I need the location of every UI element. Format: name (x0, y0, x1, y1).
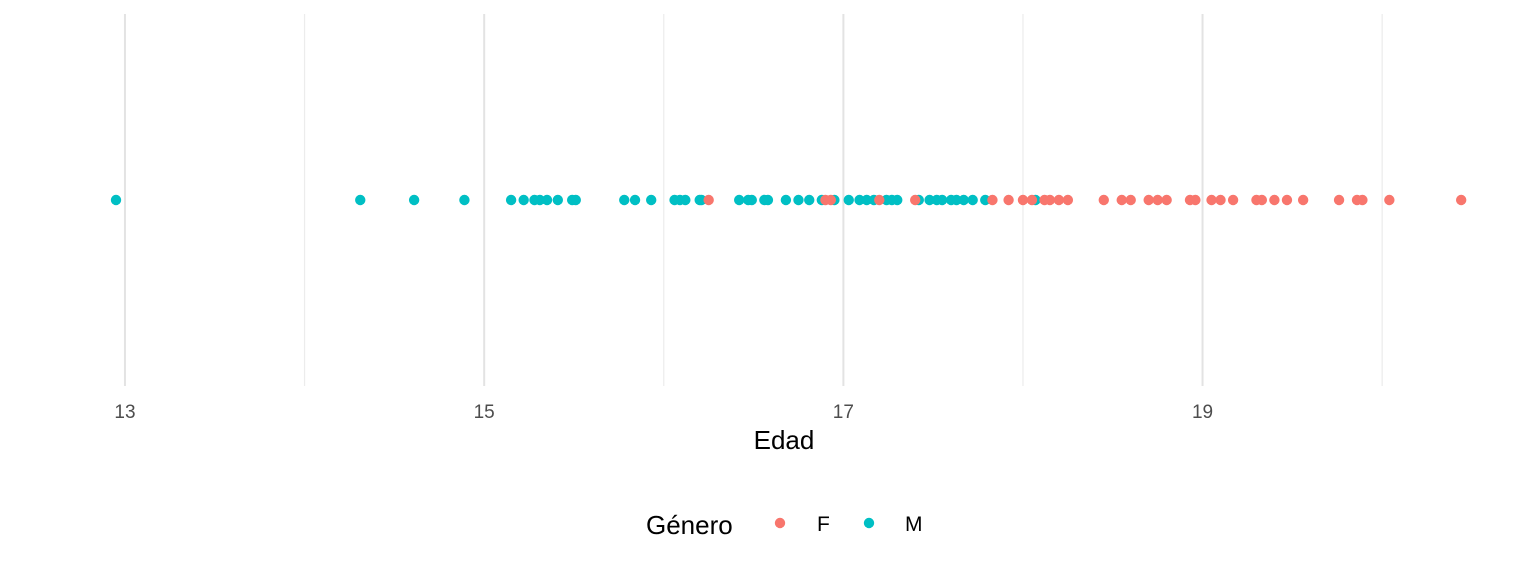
data-point-f (1143, 194, 1154, 206)
legend-label-f: F (817, 513, 830, 536)
data-point-f (1215, 194, 1226, 206)
data-point-m (980, 194, 991, 206)
data-point-f (1455, 194, 1467, 206)
data-point-f (1152, 194, 1163, 206)
x-axis-title: Edad (754, 425, 815, 455)
data-point-m (843, 194, 854, 206)
data-point-m (505, 194, 517, 206)
data-point-f (910, 194, 921, 206)
data-point-m (646, 194, 657, 206)
legend-key-m (863, 517, 875, 529)
data-point-m (861, 194, 872, 206)
data-point-m (734, 194, 745, 206)
data-point-f (1161, 194, 1172, 206)
data-point-f (987, 194, 998, 206)
data-point-f (1098, 194, 1109, 206)
data-point-f (1269, 194, 1280, 206)
legend-title: Género (646, 510, 733, 540)
data-point-f (1125, 194, 1136, 206)
data-point-m (762, 194, 774, 206)
data-point-f (825, 194, 836, 206)
data-point-m (793, 194, 804, 206)
data-point-m (924, 194, 935, 206)
grid-lines (123, 14, 1383, 386)
data-point-m (110, 194, 122, 206)
data-point-m (958, 194, 969, 206)
data-point-m (967, 194, 978, 206)
data-point-f (1256, 194, 1268, 206)
x-axis-tick-labels: 13 15 17 19 (114, 402, 1213, 423)
legend-label-m: M (905, 513, 923, 536)
data-point-f (1062, 194, 1074, 206)
data-point-f (874, 194, 885, 206)
data-point-f (1026, 194, 1038, 206)
data-point-f (1053, 194, 1065, 206)
data-point-m (804, 194, 815, 206)
x-tick-label: 17 (833, 402, 854, 423)
data-point-f (1227, 194, 1239, 206)
data-point-m (854, 194, 865, 206)
data-point-m (629, 194, 641, 206)
data-point-f (703, 194, 714, 206)
data-point-f (1116, 194, 1127, 206)
data-point-m (936, 194, 948, 206)
data-point-m (696, 194, 707, 206)
data-point-m (459, 194, 470, 206)
data-point-m (541, 194, 553, 206)
data-point-f (1206, 194, 1217, 206)
legend-key-f (774, 517, 786, 529)
data-point-m (570, 194, 581, 206)
data-point-m (355, 194, 366, 206)
data-point-m (892, 194, 903, 206)
data-point-m (552, 194, 564, 206)
data-point-f (1017, 194, 1029, 206)
x-tick-label: 15 (474, 402, 495, 423)
data-point-m (619, 194, 630, 206)
data-point-m (746, 194, 757, 206)
data-points (110, 194, 1467, 206)
data-point-m (534, 194, 546, 206)
x-tick-label: 13 (114, 402, 135, 423)
data-point-m (951, 194, 962, 206)
data-point-m (408, 194, 420, 206)
data-point-f (1003, 194, 1014, 206)
data-point-f (1044, 194, 1056, 206)
x-tick-label: 19 (1192, 402, 1213, 423)
data-point-f (1190, 194, 1201, 206)
data-point-f (1281, 194, 1293, 206)
data-point-f (1357, 194, 1368, 206)
data-point-m (680, 194, 691, 206)
data-point-m (780, 194, 792, 206)
data-point-m (518, 194, 529, 206)
data-point-f (1297, 194, 1309, 206)
data-point-f (1384, 194, 1395, 206)
data-point-f (1333, 194, 1345, 206)
